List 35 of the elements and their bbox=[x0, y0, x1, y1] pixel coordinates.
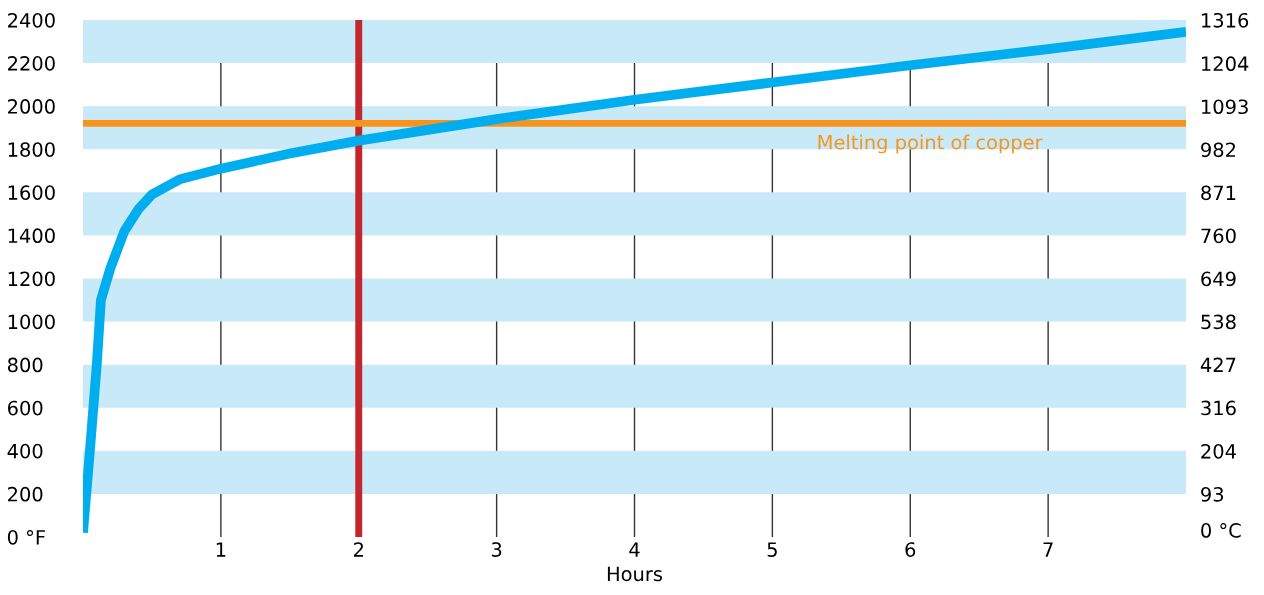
y-tick-label: 400 bbox=[7, 443, 43, 459]
x-tick-label: 3 bbox=[491, 542, 502, 557]
y-tick-label: 1800 bbox=[8, 142, 55, 157]
x-axis-title: Hours bbox=[607, 566, 663, 582]
y-tick-label: 0 °F bbox=[7, 529, 45, 545]
y2-tick-label: 427 bbox=[1200, 357, 1236, 372]
y-tick-label: 200 bbox=[8, 486, 43, 502]
y2-tick-label: 538 bbox=[1201, 314, 1236, 330]
y2-tick-label: 1093 bbox=[1202, 99, 1248, 115]
y-tick-label: 800 bbox=[7, 357, 43, 373]
y-tick-label: 2200 bbox=[8, 56, 55, 71]
y-tick-label: 1000 bbox=[8, 314, 55, 330]
x-tick-label: 2 bbox=[353, 542, 363, 557]
y-tick-label: 2400 bbox=[8, 12, 55, 28]
y2-tick-label: 871 bbox=[1201, 185, 1236, 201]
y-tick-label: 600 bbox=[7, 400, 43, 416]
x-tick-label: 5 bbox=[767, 542, 777, 557]
y2-tick-label: 760 bbox=[1201, 228, 1236, 244]
y2-tick-label: 316 bbox=[1201, 400, 1236, 416]
y-tick-label: 1400 bbox=[8, 228, 55, 244]
y-tick-label: 2000 bbox=[8, 99, 55, 114]
ref-line-label: Melting point of copper bbox=[818, 134, 1043, 154]
y2-tick-label: 1204 bbox=[1202, 56, 1249, 72]
y-tick-label: 1200 bbox=[8, 271, 55, 287]
y-tick-label: 1600 bbox=[8, 185, 55, 200]
x-tick-label: 1 bbox=[216, 542, 226, 557]
y2-tick-label: 649 bbox=[1201, 271, 1236, 287]
x-tick-label: 6 bbox=[905, 542, 916, 557]
y2-tick-label: 204 bbox=[1201, 443, 1236, 459]
y2-tick-label: 1316 bbox=[1202, 12, 1249, 28]
x-tick-label: 7 bbox=[1043, 542, 1053, 557]
y2-tick-label: 982 bbox=[1201, 142, 1236, 158]
x-tick-label: 4 bbox=[629, 542, 640, 557]
y2-tick-label: 93 bbox=[1201, 487, 1224, 502]
y2-tick-label: 0 °C bbox=[1201, 523, 1241, 538]
